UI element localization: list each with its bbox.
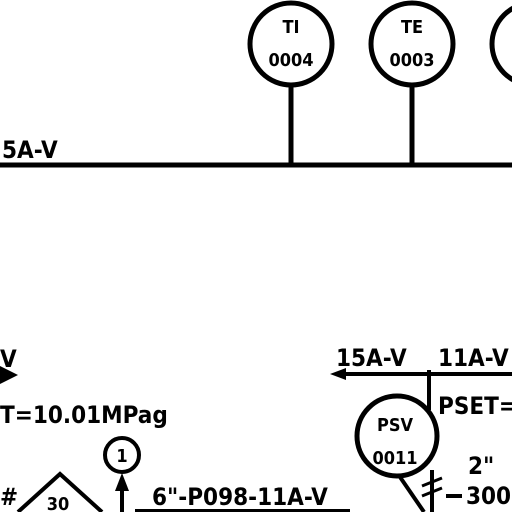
- instrument-psv-0011[interactable]: PSV 0011: [354, 393, 440, 479]
- te-number: 0003: [389, 50, 434, 71]
- rating-300-label: 300: [466, 482, 511, 510]
- set-point-right: PSET=: [438, 392, 512, 420]
- psv-number: 0011: [372, 448, 417, 469]
- te-bubble: [368, 0, 456, 88]
- set-point-left: T=10.01MPag: [0, 401, 168, 429]
- line-label-top: 5A-V: [2, 136, 58, 164]
- instrument-te-0003[interactable]: TE 0003: [368, 0, 456, 165]
- ti-bubble: [247, 0, 335, 88]
- valve-mark-1: [421, 476, 443, 488]
- node-1-bubble: [103, 436, 141, 474]
- psv-tag: PSV: [377, 415, 414, 436]
- ti-number: 0004: [268, 50, 313, 71]
- arrow-left-mid-right: [330, 368, 346, 380]
- line-label-15a-v: 15A-V: [336, 344, 407, 372]
- size-2in-label: 2": [468, 452, 494, 480]
- line-label-left-v: V: [0, 345, 17, 373]
- line-label-bottom: 6"-P098-11A-V: [152, 483, 328, 511]
- node-1-arrow: [115, 473, 129, 491]
- psv-leg: [398, 475, 426, 512]
- instrument-bubble-partial: [489, 5, 512, 83]
- line-label-11a-v: 11A-V: [438, 344, 509, 372]
- node-1[interactable]: 1: [103, 436, 141, 474]
- hash-symbol: #: [0, 483, 18, 511]
- node-1-label: 1: [116, 446, 127, 467]
- triangle-value: 30: [47, 494, 70, 512]
- instrument-ti-0004[interactable]: TI 0004: [247, 0, 335, 165]
- ti-tag: TI: [282, 17, 299, 38]
- te-tag: TE: [401, 17, 423, 38]
- psv-bubble: [354, 393, 440, 479]
- valve-mark-2: [421, 486, 443, 498]
- triangle-marker: [16, 471, 104, 512]
